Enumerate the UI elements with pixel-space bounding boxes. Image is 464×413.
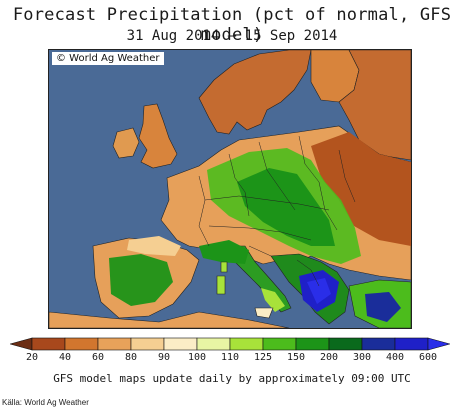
color-scale: [10, 336, 450, 360]
scale-swatch: [64, 337, 99, 351]
scale-tick-label: 150: [286, 352, 306, 363]
scale-tick-label: 40: [58, 352, 72, 363]
scale-tick-label: 80: [124, 352, 138, 363]
scale-swatch: [196, 337, 231, 351]
pale-spain-north: [127, 236, 181, 256]
wet-alps: [199, 240, 249, 264]
scale-tick-label: 90: [157, 352, 171, 363]
update-note: GFS model maps update daily by approxima…: [53, 372, 411, 385]
scale-tick-label: 125: [253, 352, 273, 363]
land-russia-north: [338, 50, 411, 161]
scale-tick-label: 200: [319, 352, 339, 363]
scale-swatch: [295, 337, 330, 351]
scale-tick-label: 400: [385, 352, 405, 363]
map-credit: © World Ag Weather: [52, 52, 164, 65]
land-sicily: [254, 307, 274, 319]
land-ireland: [112, 127, 140, 159]
scale-swatch: [328, 337, 363, 351]
land-corsica: [220, 261, 228, 273]
land-britain: [138, 103, 178, 169]
scale-tick-label: 20: [25, 352, 39, 363]
wet-iberia: [109, 254, 173, 306]
scale-tick-label: 60: [91, 352, 105, 363]
scale-tick-label: 600: [418, 352, 438, 363]
scale-swatch: [97, 337, 132, 351]
scale-swatch: [361, 337, 396, 351]
land-sardinia: [216, 275, 226, 295]
very-wet-turkey: [365, 292, 401, 322]
map-title: Forecast Precipitation (pct of normal, G…: [12, 5, 452, 45]
land-north-africa: [49, 311, 290, 328]
wet-core-central: [237, 168, 335, 246]
scale-swatch: [130, 337, 165, 351]
scale-swatch: [163, 337, 198, 351]
dry-east: [311, 132, 411, 246]
date-range: 31 Aug 2014 – 15 Sep 2014: [126, 28, 338, 44]
source-credit: Källa: World Ag Weather: [2, 398, 89, 407]
pale-italy-south: [261, 288, 285, 312]
scale-swatch: [262, 337, 297, 351]
scale-tick-label: 100: [187, 352, 207, 363]
scale-tick-label: 110: [220, 352, 240, 363]
precipitation-map: © World Ag Weather: [48, 49, 412, 329]
scale-arrow-high: [427, 337, 450, 351]
scale-swatch: [31, 337, 66, 351]
very-wet-greece-core: [307, 278, 331, 304]
scale-tick-label: 300: [352, 352, 372, 363]
scale-swatch: [394, 337, 429, 351]
scale-arrow-low: [10, 337, 33, 351]
country-borders: [198, 135, 356, 287]
land-scandinavia: [198, 50, 312, 135]
scale-swatch: [229, 337, 264, 351]
